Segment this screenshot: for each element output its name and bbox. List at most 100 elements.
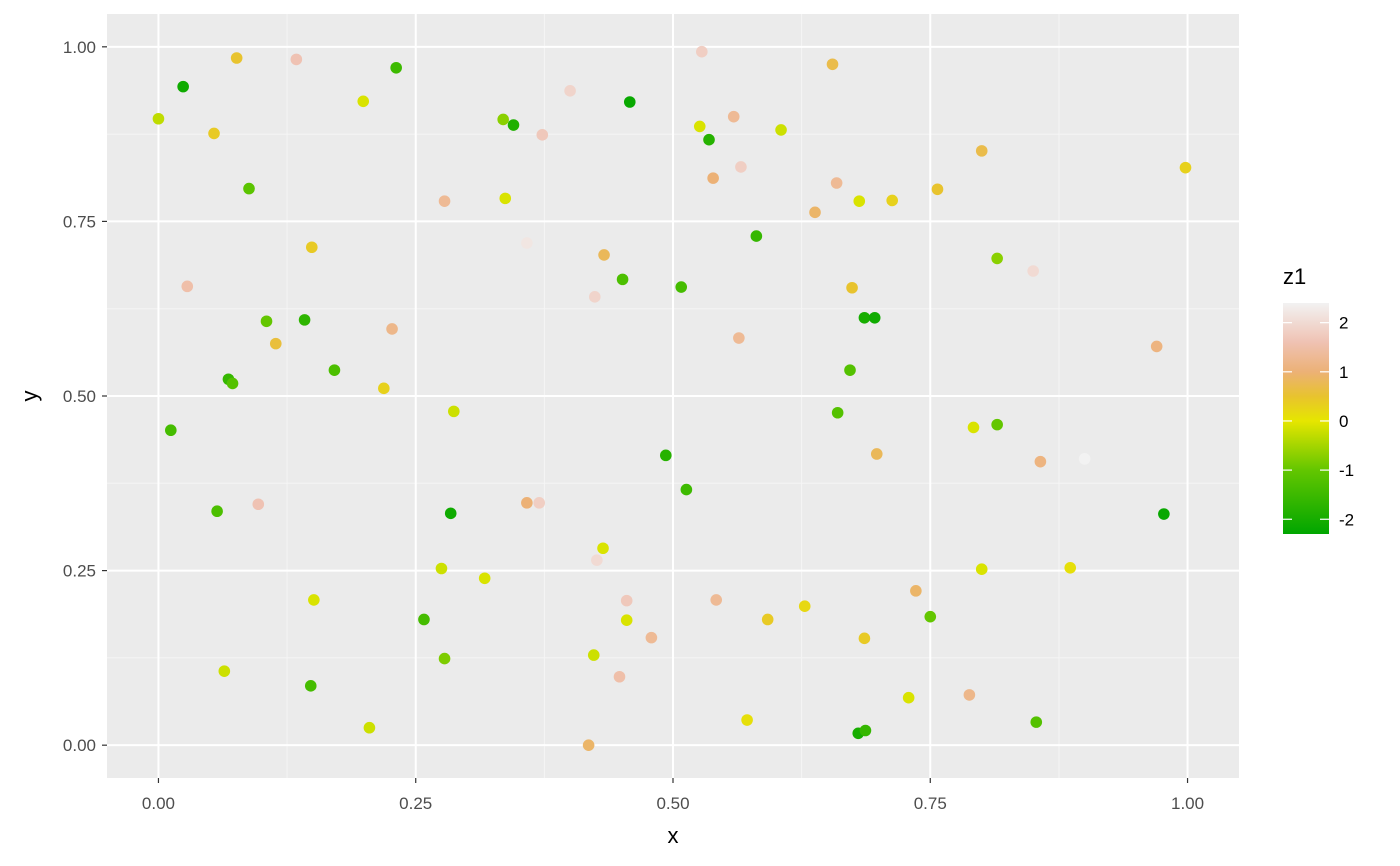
data-point bbox=[252, 498, 265, 511]
data-point bbox=[444, 507, 457, 520]
data-point bbox=[218, 665, 231, 677]
data-point bbox=[623, 96, 636, 108]
data-point bbox=[230, 52, 243, 64]
data-point bbox=[378, 382, 390, 395]
data-point bbox=[620, 594, 633, 607]
data-point bbox=[645, 631, 658, 644]
data-point bbox=[616, 273, 629, 286]
data-point bbox=[693, 120, 706, 133]
data-point bbox=[659, 449, 672, 462]
legend-title: z1 bbox=[1283, 264, 1306, 289]
data-point bbox=[211, 505, 223, 518]
y-tick-label: 0.25 bbox=[63, 562, 96, 581]
data-point bbox=[177, 80, 189, 93]
y-tick-label: 0.50 bbox=[63, 387, 96, 406]
data-point bbox=[967, 421, 980, 434]
data-point bbox=[831, 406, 844, 419]
data-point bbox=[328, 364, 341, 376]
data-point bbox=[308, 594, 320, 606]
data-point bbox=[741, 714, 753, 726]
data-point bbox=[826, 58, 839, 71]
data-point bbox=[1027, 265, 1039, 277]
data-point bbox=[868, 311, 881, 324]
data-point bbox=[675, 281, 688, 293]
data-point bbox=[208, 127, 220, 140]
data-point bbox=[620, 614, 633, 626]
x-tick-label: 0.00 bbox=[142, 794, 175, 813]
y-tick-label: 0.00 bbox=[63, 736, 96, 755]
legend-tick-label: -1 bbox=[1339, 461, 1354, 480]
data-point bbox=[1078, 453, 1091, 465]
data-point bbox=[761, 613, 774, 626]
data-point bbox=[598, 249, 610, 261]
data-point bbox=[846, 281, 858, 294]
major-gridlines bbox=[107, 14, 1239, 778]
data-point bbox=[844, 364, 856, 376]
data-point bbox=[735, 161, 747, 173]
data-point bbox=[507, 119, 520, 131]
legend-tick-label: 0 bbox=[1339, 412, 1348, 431]
data-point bbox=[448, 405, 460, 418]
legend-tick-label: 2 bbox=[1339, 314, 1348, 333]
y-axis-ticks: 0.00 0.25 0.50 0.75 1.00 bbox=[63, 38, 107, 755]
data-point bbox=[597, 542, 609, 555]
legend-ticks: 2 1 0 -1 -2 bbox=[1283, 314, 1354, 529]
data-point bbox=[975, 145, 988, 157]
data-point bbox=[991, 418, 1003, 431]
data-point bbox=[390, 61, 402, 74]
data-point bbox=[521, 237, 533, 249]
data-point bbox=[435, 562, 448, 575]
data-point bbox=[859, 724, 872, 737]
data-point bbox=[696, 45, 708, 58]
data-point bbox=[290, 53, 303, 66]
legend-tick-label: -2 bbox=[1339, 510, 1354, 529]
data-point bbox=[798, 600, 811, 613]
data-point bbox=[931, 183, 944, 196]
data-point bbox=[438, 652, 451, 665]
data-point bbox=[910, 585, 922, 597]
data-point bbox=[165, 424, 177, 437]
data-point bbox=[870, 448, 883, 460]
data-point bbox=[924, 610, 937, 623]
data-point bbox=[707, 172, 719, 184]
x-axis-ticks: 0.00 0.25 0.50 0.75 1.00 bbox=[142, 778, 1204, 813]
data-point bbox=[478, 572, 491, 585]
data-point bbox=[587, 649, 600, 661]
legend-tick-label: 1 bbox=[1339, 363, 1348, 382]
data-point bbox=[305, 241, 318, 254]
data-point bbox=[363, 721, 376, 734]
y-tick-label: 1.00 bbox=[63, 38, 96, 57]
data-point bbox=[536, 129, 549, 141]
data-point bbox=[775, 124, 787, 136]
data-point bbox=[750, 230, 763, 242]
data-point bbox=[703, 133, 715, 146]
data-point bbox=[260, 315, 273, 328]
data-point bbox=[386, 323, 398, 335]
data-point bbox=[243, 182, 255, 195]
data-point bbox=[858, 632, 871, 645]
data-point bbox=[830, 177, 843, 189]
data-point bbox=[1158, 508, 1170, 520]
x-tick-label: 0.75 bbox=[914, 794, 947, 813]
data-points bbox=[152, 45, 1192, 751]
x-tick-label: 1.00 bbox=[1171, 794, 1204, 813]
data-point bbox=[269, 337, 282, 350]
data-point bbox=[1034, 455, 1047, 468]
data-point bbox=[1030, 716, 1043, 728]
data-point bbox=[152, 112, 165, 125]
data-point bbox=[809, 206, 821, 219]
data-point bbox=[418, 613, 430, 626]
data-point bbox=[497, 113, 510, 126]
data-point bbox=[1150, 340, 1163, 353]
data-point bbox=[521, 497, 533, 509]
data-point bbox=[963, 689, 976, 701]
data-point bbox=[727, 110, 740, 123]
data-point bbox=[680, 483, 693, 496]
y-axis-title: y bbox=[17, 391, 42, 402]
data-point bbox=[991, 252, 1003, 265]
data-point bbox=[975, 563, 988, 575]
data-point bbox=[591, 554, 603, 566]
data-point bbox=[886, 194, 898, 207]
data-point bbox=[438, 195, 451, 207]
data-point bbox=[357, 95, 370, 108]
